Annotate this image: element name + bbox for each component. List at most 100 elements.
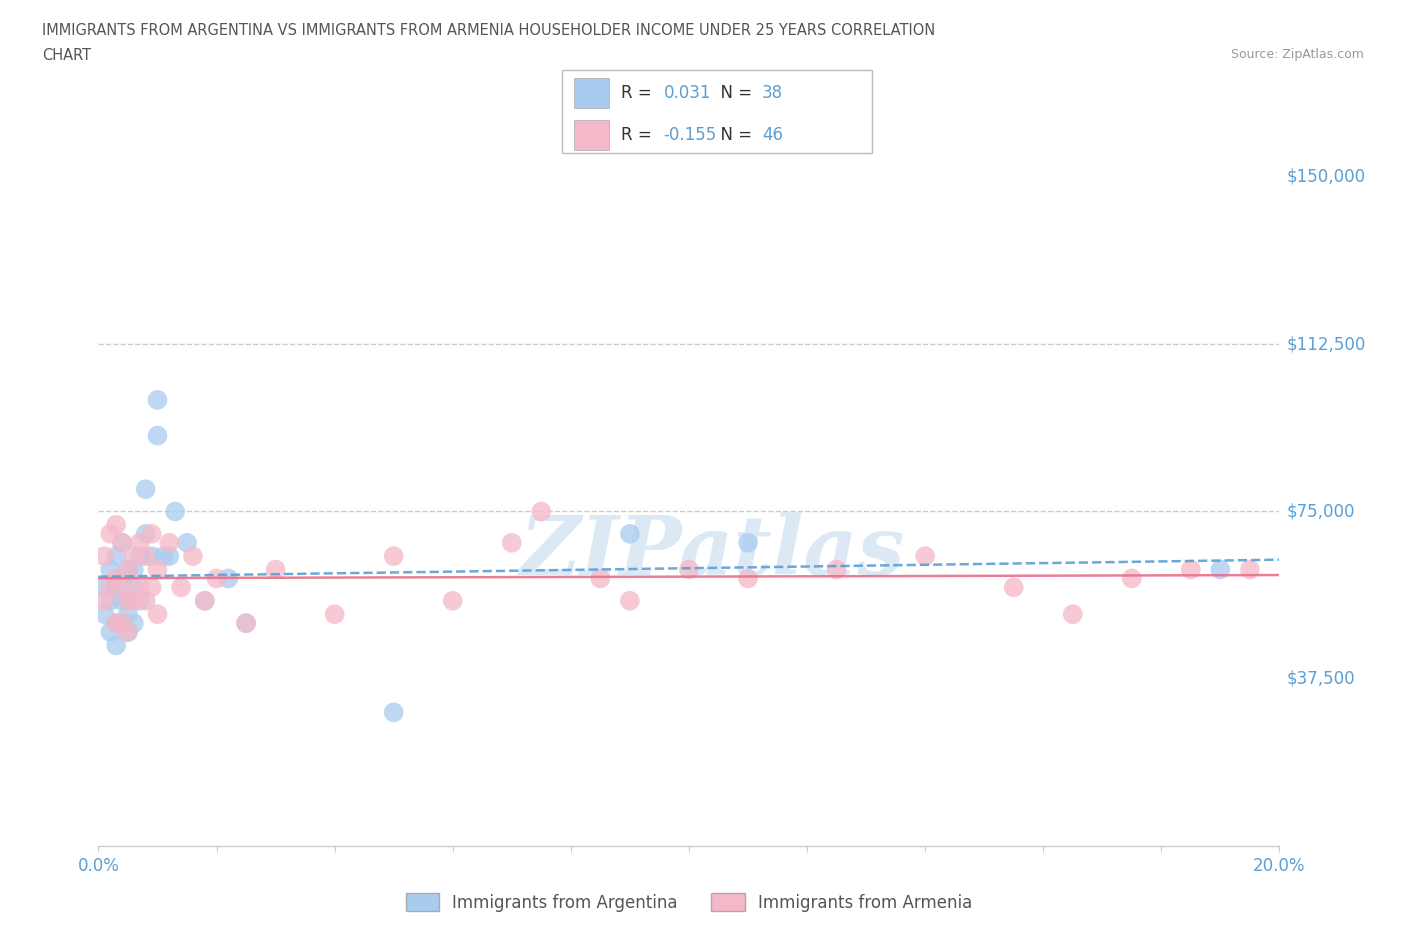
Point bbox=[194, 593, 217, 608]
Point bbox=[111, 536, 134, 551]
Point bbox=[141, 549, 163, 564]
Point bbox=[146, 562, 169, 577]
Point bbox=[1180, 562, 1202, 577]
Point bbox=[205, 571, 228, 586]
Point bbox=[105, 580, 128, 595]
Point bbox=[382, 549, 405, 564]
Point bbox=[235, 616, 257, 631]
Point bbox=[1002, 580, 1025, 595]
Point bbox=[98, 526, 121, 541]
Point bbox=[98, 625, 121, 640]
Point bbox=[146, 428, 169, 443]
Point bbox=[165, 504, 187, 519]
Point bbox=[111, 616, 134, 631]
Point bbox=[141, 580, 163, 595]
Point bbox=[93, 549, 115, 564]
Point bbox=[382, 705, 405, 720]
Point bbox=[914, 549, 936, 564]
Point bbox=[825, 562, 848, 577]
Point bbox=[135, 526, 157, 541]
Point bbox=[105, 549, 128, 564]
Text: Source: ZipAtlas.com: Source: ZipAtlas.com bbox=[1230, 48, 1364, 61]
Point bbox=[589, 571, 612, 586]
Point bbox=[117, 593, 139, 608]
Point bbox=[1209, 562, 1232, 577]
Text: $37,500: $37,500 bbox=[1286, 670, 1355, 688]
Point bbox=[117, 625, 139, 640]
Point bbox=[1121, 571, 1143, 586]
Point bbox=[93, 593, 115, 608]
Point bbox=[1239, 562, 1261, 577]
Text: 38: 38 bbox=[762, 85, 783, 102]
Text: ZIPatlas: ZIPatlas bbox=[520, 512, 905, 591]
Point bbox=[737, 571, 759, 586]
Point bbox=[619, 526, 641, 541]
Point bbox=[98, 593, 121, 608]
Point bbox=[128, 593, 150, 608]
Text: 0.031: 0.031 bbox=[664, 85, 711, 102]
Point bbox=[105, 571, 128, 586]
Point bbox=[152, 549, 174, 564]
Text: IMMIGRANTS FROM ARGENTINA VS IMMIGRANTS FROM ARMENIA HOUSEHOLDER INCOME UNDER 25: IMMIGRANTS FROM ARGENTINA VS IMMIGRANTS … bbox=[42, 23, 935, 38]
Point bbox=[194, 593, 217, 608]
Point bbox=[111, 536, 134, 551]
Text: $112,500: $112,500 bbox=[1286, 335, 1365, 353]
Point bbox=[146, 392, 169, 407]
Point bbox=[98, 580, 121, 595]
Text: N =: N = bbox=[710, 126, 758, 144]
Point bbox=[122, 562, 145, 577]
Point bbox=[157, 549, 180, 564]
Point bbox=[122, 580, 145, 595]
Point bbox=[117, 593, 139, 608]
Point bbox=[111, 616, 134, 631]
Point bbox=[117, 625, 139, 640]
Point bbox=[111, 571, 134, 586]
Point bbox=[98, 562, 121, 577]
Text: N =: N = bbox=[710, 85, 758, 102]
Point bbox=[135, 482, 157, 497]
Point bbox=[135, 549, 157, 564]
Point bbox=[501, 536, 523, 551]
Text: $150,000: $150,000 bbox=[1286, 167, 1365, 186]
Point bbox=[105, 616, 128, 631]
Point bbox=[93, 606, 115, 621]
Point bbox=[619, 593, 641, 608]
Point bbox=[111, 593, 134, 608]
Point bbox=[105, 517, 128, 532]
Point bbox=[264, 562, 287, 577]
Point bbox=[235, 616, 257, 631]
Point bbox=[128, 580, 150, 595]
Text: 46: 46 bbox=[762, 126, 783, 144]
Point bbox=[737, 536, 759, 551]
Text: $75,000: $75,000 bbox=[1286, 502, 1355, 521]
Text: CHART: CHART bbox=[42, 48, 91, 63]
Point bbox=[181, 549, 204, 564]
Point bbox=[170, 580, 193, 595]
Point bbox=[441, 593, 464, 608]
Point bbox=[135, 593, 157, 608]
Point bbox=[146, 606, 169, 621]
Point bbox=[157, 536, 180, 551]
Point bbox=[111, 580, 134, 595]
Point bbox=[122, 549, 145, 564]
Point bbox=[128, 536, 150, 551]
Point bbox=[105, 616, 128, 631]
Point bbox=[117, 562, 139, 577]
Point bbox=[1062, 606, 1084, 621]
Point bbox=[141, 526, 163, 541]
Point bbox=[678, 562, 700, 577]
Point bbox=[122, 593, 145, 608]
Text: R =: R = bbox=[621, 85, 658, 102]
Point bbox=[93, 580, 115, 595]
Point bbox=[323, 606, 346, 621]
Point bbox=[105, 638, 128, 653]
Text: R =: R = bbox=[621, 126, 658, 144]
Point bbox=[176, 536, 198, 551]
Point bbox=[128, 549, 150, 564]
Point bbox=[117, 606, 139, 621]
Legend: Immigrants from Argentina, Immigrants from Armenia: Immigrants from Argentina, Immigrants fr… bbox=[399, 887, 979, 918]
Point bbox=[217, 571, 239, 586]
Text: -0.155: -0.155 bbox=[664, 126, 717, 144]
Point bbox=[530, 504, 553, 519]
Point bbox=[122, 616, 145, 631]
